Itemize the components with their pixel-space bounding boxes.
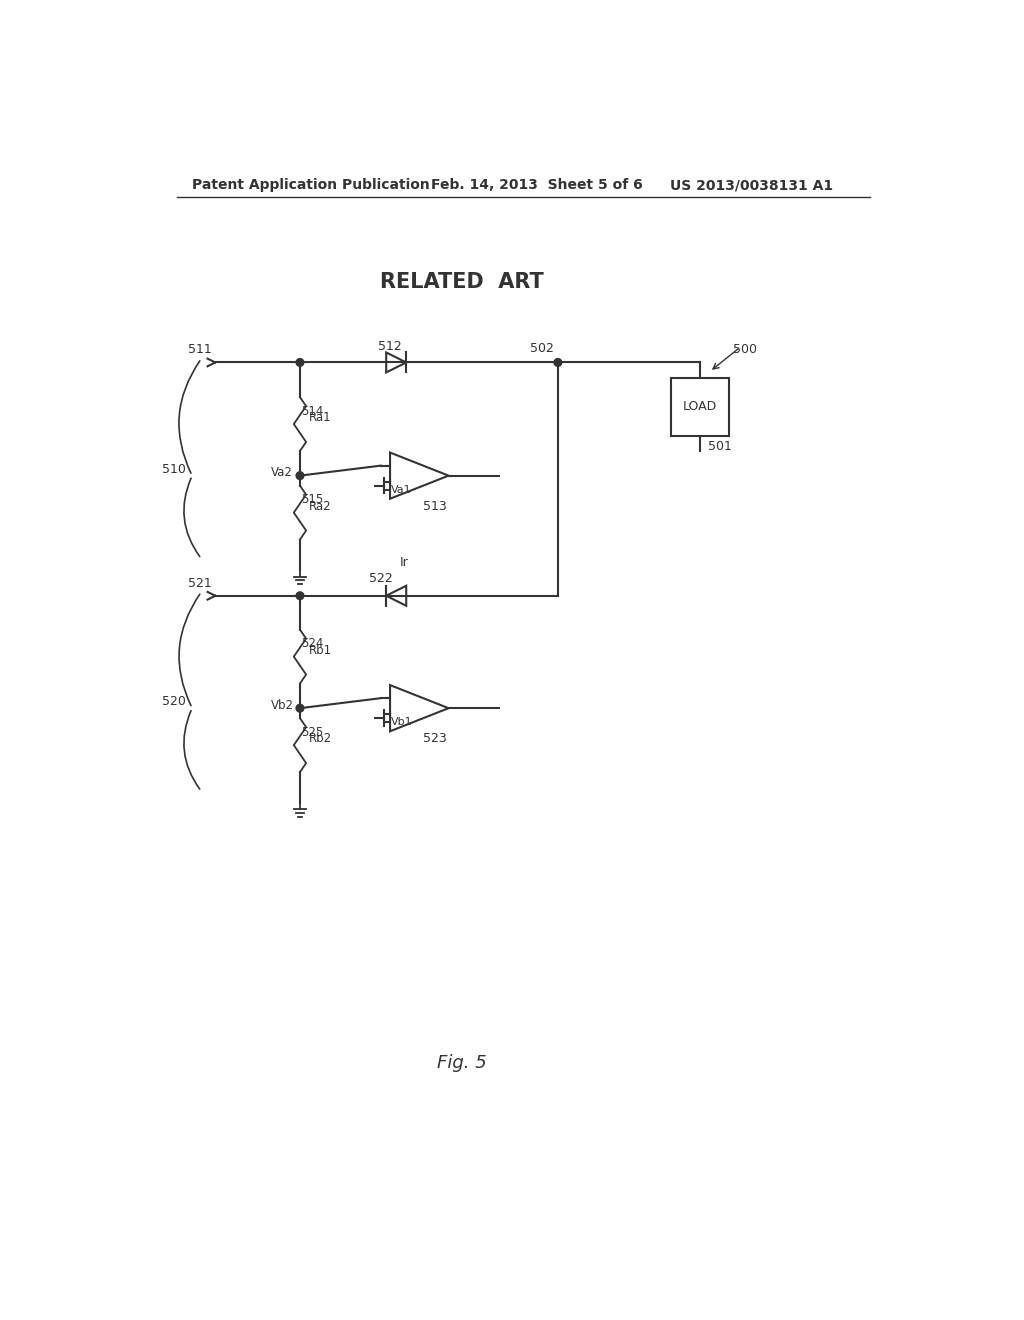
Text: 502: 502: [530, 342, 554, 355]
Circle shape: [554, 359, 562, 367]
Text: Va2: Va2: [270, 466, 293, 479]
FancyBboxPatch shape: [672, 378, 729, 436]
Text: 525: 525: [301, 726, 324, 739]
Text: Vb2: Vb2: [270, 700, 294, 711]
Text: 513: 513: [423, 499, 446, 512]
Text: Rb1: Rb1: [309, 644, 333, 656]
Circle shape: [296, 591, 304, 599]
Text: 515: 515: [301, 494, 324, 507]
Text: 522: 522: [369, 572, 392, 585]
Text: 524: 524: [301, 638, 324, 651]
Text: Vb1: Vb1: [391, 718, 413, 727]
Text: 501: 501: [708, 440, 732, 453]
Text: Fig. 5: Fig. 5: [437, 1055, 486, 1072]
Text: 512: 512: [378, 341, 402, 354]
Text: 510: 510: [162, 462, 186, 475]
Circle shape: [296, 471, 304, 479]
Text: 523: 523: [423, 733, 446, 744]
Circle shape: [296, 705, 304, 711]
Text: Patent Application Publication: Patent Application Publication: [193, 178, 430, 193]
Text: 500: 500: [733, 343, 757, 356]
Text: 520: 520: [162, 696, 186, 708]
Text: LOAD: LOAD: [683, 400, 718, 413]
Text: Ir: Ir: [400, 556, 409, 569]
Text: US 2013/0038131 A1: US 2013/0038131 A1: [670, 178, 833, 193]
Text: Rb2: Rb2: [309, 733, 333, 744]
Text: 511: 511: [187, 343, 211, 356]
Text: Feb. 14, 2013  Sheet 5 of 6: Feb. 14, 2013 Sheet 5 of 6: [431, 178, 643, 193]
Text: 521: 521: [187, 577, 211, 590]
Text: Ra1: Ra1: [309, 411, 332, 424]
Text: RELATED  ART: RELATED ART: [380, 272, 544, 292]
Circle shape: [296, 359, 304, 367]
Text: Ra2: Ra2: [309, 499, 332, 512]
Text: Va1: Va1: [391, 484, 412, 495]
Text: 514: 514: [301, 405, 324, 418]
